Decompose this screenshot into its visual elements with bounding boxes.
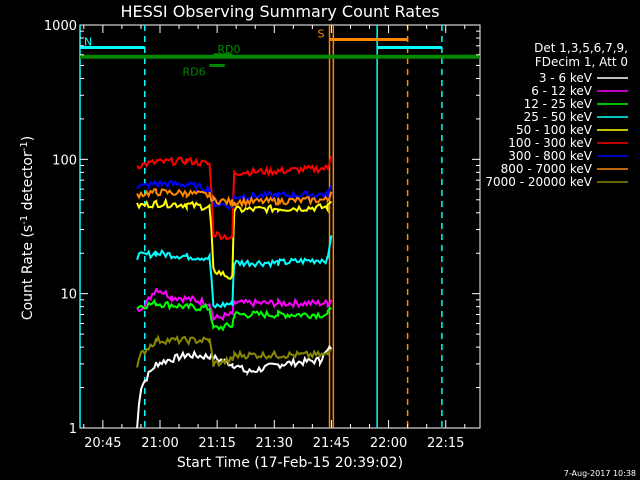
y-axis-label: Count Rate (s-1 detector-1) — [19, 136, 36, 320]
series-line — [136, 188, 333, 209]
series-line — [136, 235, 333, 309]
legend-header-line2: FDecim 1, Att 0 — [535, 55, 628, 69]
flag-label: N — [84, 35, 92, 48]
x-tick-label: 21:00 — [141, 436, 178, 451]
legend: Det 1,3,5,6,7,9, FDecim 1, Att 0 3 - 6 k… — [485, 41, 628, 189]
y-tick-label: 10 — [60, 288, 77, 303]
series-line — [136, 287, 333, 322]
x-tick-label: 21:30 — [256, 436, 293, 451]
series-line — [136, 298, 332, 332]
legend-label: 12 - 25 keV — [524, 97, 593, 111]
y-tick-label: 1000 — [44, 19, 77, 34]
series-line — [136, 344, 333, 429]
chart-title: HESSI Observing Summary Count Rates — [120, 2, 439, 21]
flag-layer: N S RD0 RD6 — [79, 25, 480, 428]
footer-timestamp: 7-Aug-2017 10:38 — [564, 469, 636, 478]
legend-label: 300 - 800 keV — [508, 149, 592, 163]
flag-label: S — [318, 27, 325, 40]
series-line — [136, 156, 333, 241]
x-tick-label: 21:45 — [313, 436, 350, 451]
legend-label: 7000 - 20000 keV — [485, 175, 592, 189]
y-tick-label: 1 — [69, 422, 77, 437]
legend-label: 6 - 12 keV — [531, 84, 593, 98]
flag-label: RD0 — [217, 43, 240, 56]
legend-header-line1: Det 1,3,5,6,7,9, — [534, 41, 628, 55]
legend-label: 800 - 7000 keV — [501, 162, 593, 176]
x-axis: 20:45 21:00 21:15 21:30 21:45 22:00 22:15 — [83, 25, 466, 451]
x-tick-label: 20:45 — [84, 436, 121, 451]
x-axis-label: Start Time (17-Feb-15 20:39:02) — [177, 455, 403, 471]
legend-label: 100 - 300 keV — [508, 136, 592, 150]
series-line — [136, 197, 333, 280]
x-tick-label: 21:15 — [198, 436, 235, 451]
legend-label: 3 - 6 keV — [539, 71, 593, 85]
x-tick-label: 22:00 — [370, 436, 407, 451]
x-tick-label: 22:15 — [427, 436, 464, 451]
series-line — [136, 334, 332, 368]
legend-label: 25 - 50 keV — [524, 110, 593, 124]
legend-label: 50 - 100 keV — [516, 123, 593, 137]
y-tick-label: 100 — [52, 153, 77, 168]
series-layer — [136, 156, 333, 429]
y-axis: 1 10 100 1000 — [44, 19, 480, 437]
flag-label: RD6 — [183, 65, 206, 78]
